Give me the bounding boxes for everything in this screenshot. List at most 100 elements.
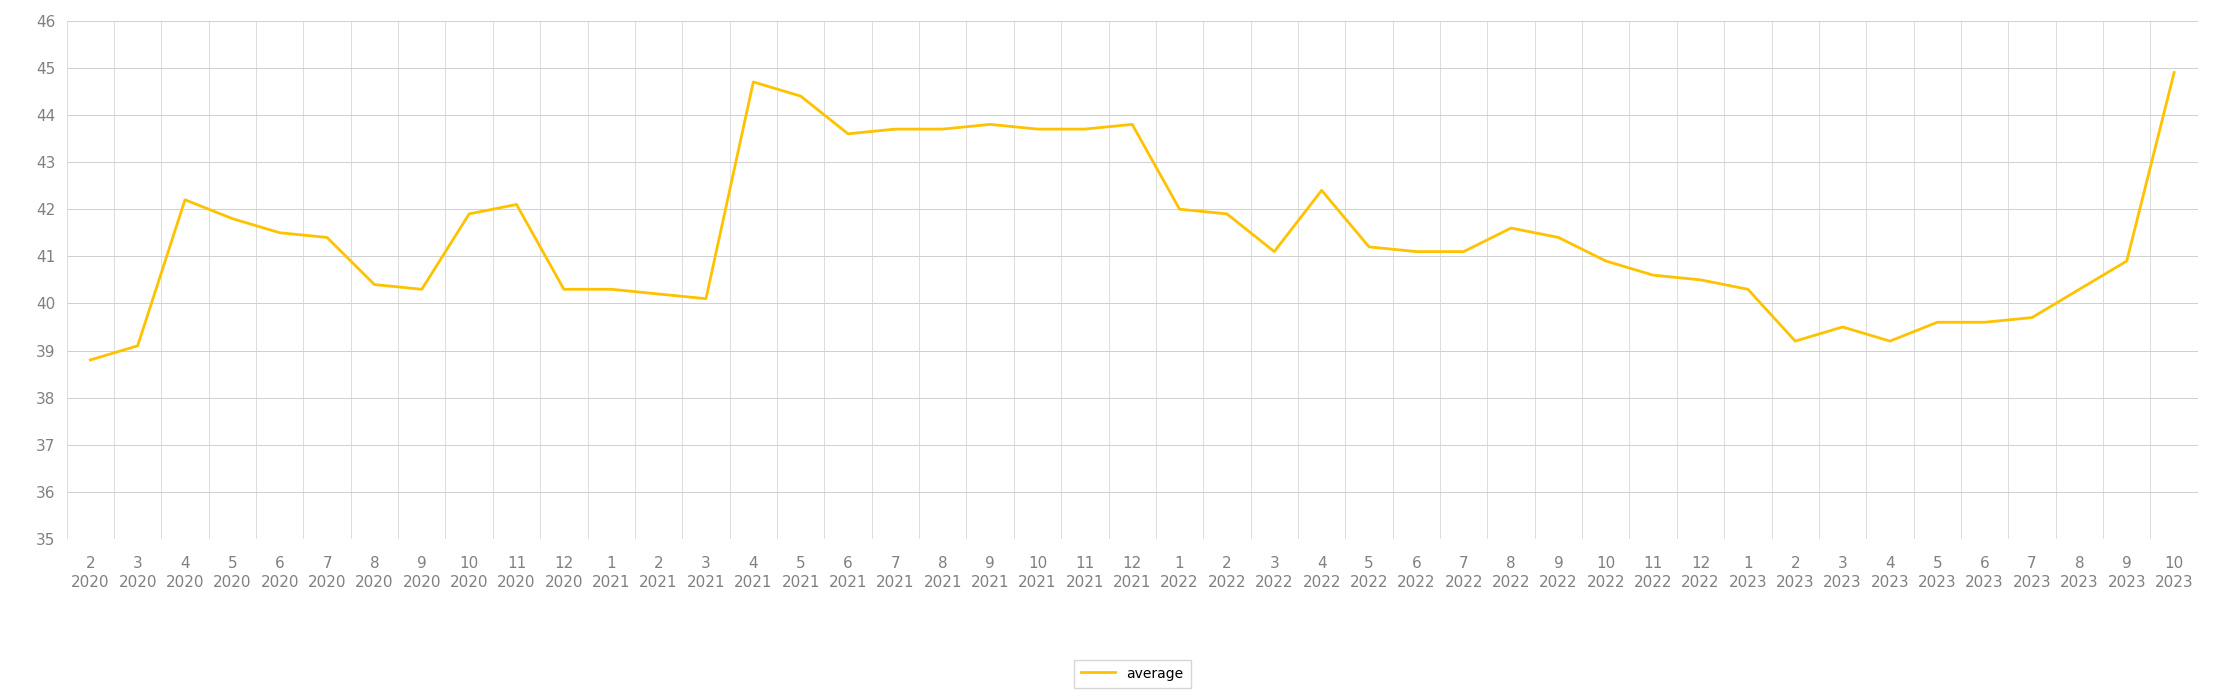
Text: 2023: 2023 xyxy=(1776,575,1814,590)
Text: 10: 10 xyxy=(1596,556,1616,571)
Text: 2021: 2021 xyxy=(828,575,868,590)
Text: 9: 9 xyxy=(417,556,426,571)
Text: 2022: 2022 xyxy=(1396,575,1436,590)
Text: 2022: 2022 xyxy=(1634,575,1672,590)
average xyxy=(171,196,198,204)
Text: 2023: 2023 xyxy=(2156,575,2193,590)
Text: 12: 12 xyxy=(1123,556,1141,571)
average xyxy=(1356,243,1383,251)
Text: 2020: 2020 xyxy=(497,575,535,590)
Text: 2023: 2023 xyxy=(1729,575,1767,590)
Text: 2022: 2022 xyxy=(1587,575,1625,590)
Text: 2022: 2022 xyxy=(1538,575,1578,590)
average xyxy=(739,78,766,86)
Text: 5: 5 xyxy=(795,556,806,571)
Text: 2022: 2022 xyxy=(1161,575,1199,590)
average xyxy=(1971,318,1998,326)
Text: 9: 9 xyxy=(2122,556,2131,571)
Text: 2020: 2020 xyxy=(71,575,109,590)
Text: 7: 7 xyxy=(2027,556,2038,571)
Text: 4: 4 xyxy=(1316,556,1328,571)
Text: 6: 6 xyxy=(1980,556,1989,571)
Text: 2022: 2022 xyxy=(1254,575,1294,590)
Text: 2021: 2021 xyxy=(1019,575,1057,590)
average xyxy=(693,294,719,303)
Text: 2022: 2022 xyxy=(1303,575,1341,590)
Text: 2020: 2020 xyxy=(355,575,393,590)
Text: 2022: 2022 xyxy=(1208,575,1245,590)
average xyxy=(1166,205,1192,214)
average xyxy=(1023,125,1050,133)
Text: 11: 11 xyxy=(1074,556,1094,571)
Text: 6: 6 xyxy=(275,556,284,571)
average xyxy=(2113,257,2140,265)
average xyxy=(266,229,293,237)
average xyxy=(930,125,957,133)
average xyxy=(646,290,673,298)
Text: 6: 6 xyxy=(1412,556,1421,571)
Text: 2: 2 xyxy=(84,556,95,571)
Text: 9: 9 xyxy=(1554,556,1563,571)
average xyxy=(313,234,340,242)
Text: 2022: 2022 xyxy=(1445,575,1483,590)
Text: 2022: 2022 xyxy=(1681,575,1720,590)
Text: 2: 2 xyxy=(1789,556,1800,571)
average xyxy=(1214,210,1241,218)
Text: 5: 5 xyxy=(1931,556,1942,571)
Text: 10: 10 xyxy=(2164,556,2184,571)
Text: 2023: 2023 xyxy=(1965,575,2005,590)
Text: 3: 3 xyxy=(1838,556,1847,571)
Text: 5: 5 xyxy=(1363,556,1374,571)
Text: 2023: 2023 xyxy=(2014,575,2051,590)
Text: 11: 11 xyxy=(506,556,526,571)
average xyxy=(1592,257,1618,265)
average xyxy=(881,125,908,133)
Text: 10: 10 xyxy=(460,556,480,571)
Text: 2020: 2020 xyxy=(213,575,251,590)
average xyxy=(408,285,435,294)
Text: 12: 12 xyxy=(555,556,573,571)
Text: 2021: 2021 xyxy=(639,575,677,590)
Text: 5: 5 xyxy=(226,556,238,571)
Text: 8: 8 xyxy=(369,556,380,571)
average xyxy=(362,281,388,289)
Text: 2023: 2023 xyxy=(1918,575,1956,590)
Text: 1: 1 xyxy=(1743,556,1754,571)
Text: 8: 8 xyxy=(1505,556,1516,571)
average xyxy=(977,120,1003,129)
average xyxy=(1641,271,1667,279)
Text: 3: 3 xyxy=(1270,556,1279,571)
Text: 2023: 2023 xyxy=(2107,575,2147,590)
average xyxy=(1783,337,1809,346)
average xyxy=(835,130,861,138)
average xyxy=(1829,323,1856,331)
Text: 2021: 2021 xyxy=(877,575,915,590)
average xyxy=(1450,247,1476,256)
Legend: average: average xyxy=(1074,660,1190,688)
Text: 6: 6 xyxy=(844,556,852,571)
average xyxy=(1925,318,1951,326)
Line: average: average xyxy=(91,73,2173,360)
Text: 2021: 2021 xyxy=(1066,575,1103,590)
average xyxy=(1308,186,1334,194)
average xyxy=(1072,125,1099,133)
average xyxy=(455,210,482,218)
Text: 2020: 2020 xyxy=(309,575,346,590)
Text: 7: 7 xyxy=(890,556,901,571)
average xyxy=(1687,276,1714,284)
average xyxy=(1119,120,1146,129)
Text: 8: 8 xyxy=(2073,556,2085,571)
Text: 10: 10 xyxy=(1028,556,1048,571)
Text: 2022: 2022 xyxy=(1350,575,1388,590)
Text: 12: 12 xyxy=(1692,556,1709,571)
Text: 2020: 2020 xyxy=(118,575,158,590)
average xyxy=(2067,285,2093,294)
Text: 2020: 2020 xyxy=(451,575,488,590)
Text: 2021: 2021 xyxy=(735,575,773,590)
average xyxy=(504,200,531,209)
Text: 3: 3 xyxy=(702,556,710,571)
average xyxy=(788,92,815,100)
Text: 2: 2 xyxy=(653,556,664,571)
Text: 2022: 2022 xyxy=(1492,575,1530,590)
average xyxy=(1403,247,1430,256)
